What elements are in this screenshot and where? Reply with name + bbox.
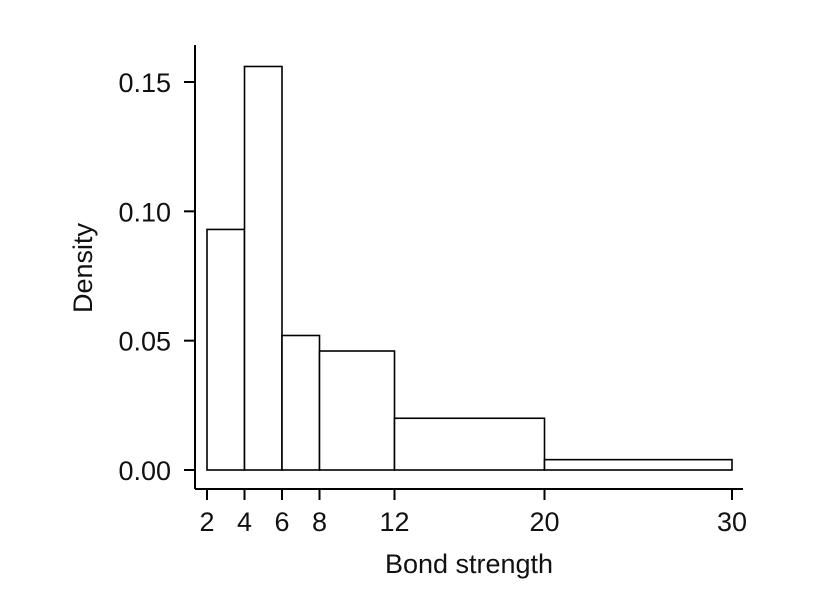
y-tick-label: 0.10 xyxy=(118,197,171,227)
x-tick-label: 2 xyxy=(199,507,214,537)
x-axis-title: Bond strength xyxy=(385,549,553,579)
y-tick-label: 0.00 xyxy=(118,456,171,486)
histogram-bar-2 xyxy=(243,65,283,471)
x-tick-label: 6 xyxy=(274,507,289,537)
histogram-bar-1 xyxy=(206,228,246,471)
histogram-bar-6 xyxy=(543,458,733,471)
histogram-bar-4 xyxy=(318,350,396,471)
histogram-bar-5 xyxy=(393,417,546,471)
x-tick-label: 20 xyxy=(529,507,559,537)
y-axis-title: Density xyxy=(68,222,98,313)
y-tick-label: 0.15 xyxy=(118,68,171,98)
y-axis-ticks: 0.00 0.05 0.10 0.15 xyxy=(118,68,195,486)
x-tick-label: 30 xyxy=(717,507,747,537)
histogram-bar-3 xyxy=(281,334,321,471)
histogram-bars xyxy=(206,65,733,471)
x-tick-label: 4 xyxy=(237,507,252,537)
x-tick-label: 12 xyxy=(379,507,409,537)
x-tick-label: 8 xyxy=(312,507,327,537)
x-axis-ticks: 2 4 6 8 12 20 30 xyxy=(199,489,747,537)
y-tick-label: 0.05 xyxy=(118,327,171,357)
